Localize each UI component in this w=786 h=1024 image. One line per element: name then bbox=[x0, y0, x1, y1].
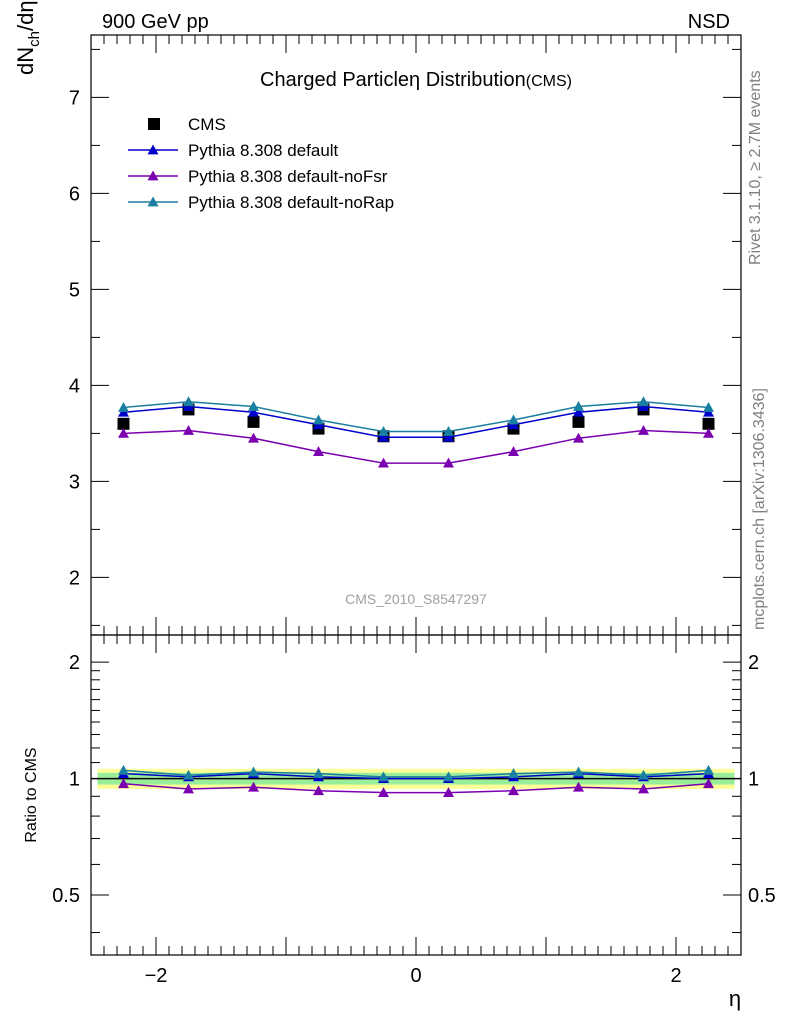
ratio-series-marker bbox=[638, 769, 649, 780]
ratio-y-tick-label-left: 1 bbox=[69, 769, 80, 791]
legend-marker bbox=[147, 170, 159, 181]
legend: CMS Pythia 8.308 default Pythia 8.308 defa… bbox=[128, 115, 394, 212]
x-tick-label: −2 bbox=[145, 965, 168, 987]
mc-series-marker bbox=[118, 427, 129, 438]
ratio-series-marker bbox=[118, 764, 129, 775]
legend-label: Pythia 8.308 default bbox=[188, 141, 339, 160]
legend-marker bbox=[147, 196, 159, 207]
legend-label: Pythia 8.308 default-noFsr bbox=[188, 167, 388, 186]
ratio-series-marker bbox=[703, 778, 714, 789]
mc-series-marker bbox=[248, 406, 259, 417]
legend-marker-cms bbox=[148, 118, 160, 130]
main-ylabel: dNch/dη bbox=[13, 0, 43, 75]
ratio-series-marker bbox=[703, 764, 714, 775]
main-y-tick-label: 3 bbox=[69, 471, 80, 493]
ratio-series-marker bbox=[638, 783, 649, 794]
rivet-info: Rivet 3.1.10, ≥ 2.7M events bbox=[747, 70, 764, 265]
ratio-y-tick-label-left: 0.5 bbox=[52, 885, 80, 907]
mc-series-marker bbox=[378, 431, 389, 442]
mc-series-marker bbox=[118, 401, 129, 412]
x-tick-label: 2 bbox=[670, 965, 681, 987]
ratio-ylabel: Ratio to CMS bbox=[23, 747, 40, 842]
mc-series-line bbox=[123, 429, 709, 464]
mc-series-marker bbox=[703, 427, 714, 438]
ratio-series-line bbox=[123, 772, 709, 780]
svg-text:mcplots.cern.ch [arXiv:1306.34: mcplots.cern.ch [arXiv:1306.3436] bbox=[751, 388, 768, 630]
mc-series-marker bbox=[313, 446, 324, 457]
mc-series-marker bbox=[573, 432, 584, 443]
ratio-series bbox=[118, 764, 714, 797]
legend-marker bbox=[147, 144, 159, 155]
ratio-series-marker bbox=[313, 768, 324, 779]
mc-series-marker bbox=[443, 457, 454, 468]
mc-series-marker bbox=[573, 401, 584, 411]
x-tick-label: 0 bbox=[410, 965, 421, 987]
main-y-tick-label: 7 bbox=[69, 87, 80, 109]
mc-series-marker bbox=[508, 446, 519, 457]
mc-series-marker bbox=[313, 414, 324, 425]
ratio-series-marker bbox=[313, 785, 324, 796]
svg-text:dNch/dη: dNch/dη bbox=[13, 0, 43, 75]
ratio-series-marker bbox=[248, 766, 259, 777]
ratio-series-marker bbox=[443, 787, 454, 797]
ratio-series-marker bbox=[573, 781, 584, 792]
ratio-plot-frame bbox=[90, 634, 742, 956]
ratio-series-marker bbox=[248, 781, 259, 792]
main-axes: 2 3 4 5 6 7 bbox=[69, 35, 742, 626]
ratio-series-marker bbox=[508, 768, 519, 779]
ratio-series-line bbox=[123, 769, 709, 778]
main-y-tick-label: 2 bbox=[69, 567, 80, 589]
process-label: NSD bbox=[688, 11, 730, 33]
mcplots-info: mcplots.cern.ch [arXiv:1306.3436] bbox=[751, 388, 768, 630]
ratio-y-tick-label-right: 0.5 bbox=[748, 885, 776, 907]
legend-label: CMS bbox=[188, 115, 226, 134]
main-y-tick-label: 6 bbox=[69, 183, 80, 205]
ratio-series-marker bbox=[508, 785, 519, 796]
mc-series-marker bbox=[183, 425, 194, 435]
main-series bbox=[117, 396, 715, 468]
legend-label: Pythia 8.308 default-noRap bbox=[188, 193, 394, 212]
cms-data-point bbox=[117, 417, 130, 430]
cms-data-point bbox=[247, 415, 260, 428]
svg-text:Ratio to CMS: Ratio to CMS bbox=[23, 747, 40, 842]
ratio-series-marker bbox=[378, 771, 389, 782]
mc-series-line bbox=[123, 400, 709, 433]
mc-series-marker bbox=[183, 396, 194, 407]
mc-series-marker bbox=[248, 401, 259, 411]
svg-text:Rivet 3.1.10, ≥ 2.7M events: Rivet 3.1.10, ≥ 2.7M events bbox=[747, 70, 764, 265]
ratio-series-marker bbox=[378, 787, 389, 797]
main-y-tick-label: 5 bbox=[69, 279, 80, 301]
mc-series-marker bbox=[443, 431, 454, 442]
mc-series-marker bbox=[703, 401, 714, 412]
mc-series-marker bbox=[378, 425, 389, 436]
ratio-axes: −2 0 2 0.5 0.5 1 1 2 2 bbox=[52, 617, 776, 987]
ratio-series-marker bbox=[573, 766, 584, 777]
mc-series-marker bbox=[378, 457, 389, 468]
analysis-label: CMS_2010_S8547297 bbox=[345, 591, 487, 607]
ratio-y-tick-label-right: 1 bbox=[748, 769, 759, 791]
ratio-y-tick-label-left: 2 bbox=[69, 652, 80, 674]
cms-data-point bbox=[572, 415, 585, 428]
mc-series-marker bbox=[443, 425, 454, 436]
mc-series-marker bbox=[508, 414, 519, 425]
mc-series-marker bbox=[638, 396, 649, 407]
ratio-series-marker bbox=[183, 769, 194, 780]
ratio-series-line bbox=[123, 782, 709, 794]
mc-series-marker bbox=[638, 425, 649, 435]
ratio-y-tick-label-right: 2 bbox=[748, 652, 759, 674]
ratio-series-marker bbox=[118, 778, 129, 789]
ratio-series-marker bbox=[443, 771, 454, 782]
x-axis-label: η bbox=[729, 986, 741, 1011]
mc-series-line bbox=[123, 405, 709, 438]
energy-label: 900 GeV pp bbox=[102, 11, 209, 33]
plot-title: Charged Particleη Distribution(CMS) bbox=[260, 69, 572, 91]
cms-data-point bbox=[702, 417, 715, 430]
mc-series-marker bbox=[573, 406, 584, 417]
main-y-tick-label: 4 bbox=[69, 375, 80, 397]
ratio-series-marker bbox=[183, 783, 194, 794]
mc-series-marker bbox=[248, 432, 259, 443]
